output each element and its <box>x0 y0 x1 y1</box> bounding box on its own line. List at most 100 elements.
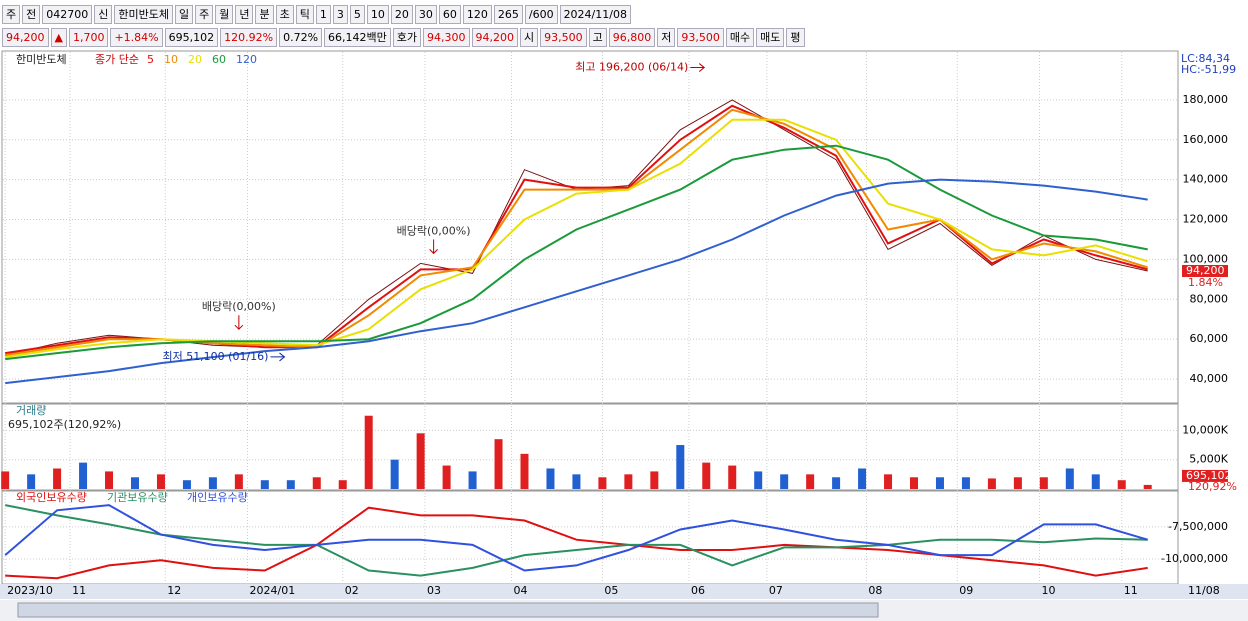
toolbar: 주 전 042700 신 한미반도체 일 주 월 년 분 초 틱 1 3 5 10 20 30 60 120 265/6… <box>2 4 631 25</box>
volume-bar <box>910 477 919 489</box>
x-tick-label: 12 <box>167 584 181 597</box>
volume-bar <box>546 468 555 489</box>
volume-bar <box>1013 477 1022 489</box>
volume-bar <box>105 471 114 489</box>
toolbar-item[interactable]: 1 <box>315 5 331 24</box>
legend-entry: 10 <box>164 53 178 66</box>
y-tick-label: 60,000 <box>1190 332 1229 345</box>
toolbar-item[interactable]: 60 <box>438 5 461 24</box>
lc-hc: LC:84,34 <box>1181 52 1230 65</box>
toolbar-item[interactable]: 전 <box>22 5 41 24</box>
annotation: 최고 196,200 (06/14) <box>575 61 688 74</box>
x-tick-label: 07 <box>769 584 783 597</box>
legend-entry: 60 <box>212 53 226 66</box>
x-tick-label: 11 <box>72 584 86 597</box>
toolbar-item[interactable]: 호가 <box>392 28 422 47</box>
series-line <box>5 178 1148 385</box>
toolbar-item[interactable]: ▲ <box>50 28 67 47</box>
series-line <box>5 504 1148 577</box>
volume-bar <box>312 477 321 489</box>
toolbar-item[interactable]: 일 <box>174 5 194 24</box>
toolbar-item[interactable]: /600 <box>524 5 558 24</box>
y-tick-label: 10,000K <box>1182 423 1228 436</box>
toolbar-item[interactable]: 한미반도체 <box>114 5 173 24</box>
toolbar-item[interactable]: 30 <box>414 5 437 24</box>
price-box <box>1182 264 1228 277</box>
volume-bar <box>27 474 36 489</box>
toolbar-item[interactable]: 695,102 <box>164 28 219 47</box>
toolbar-item[interactable]: 20 <box>390 5 413 24</box>
toolbar-item[interactable]: 분 <box>255 5 274 24</box>
toolbar-item[interactable]: 0.72% <box>279 28 323 47</box>
toolbar-item[interactable]: 평 <box>786 28 805 47</box>
toolbar-item[interactable]: 2024/11/08 <box>559 5 631 24</box>
volume-bar <box>182 480 191 489</box>
toolbar-item[interactable]: 94,200 <box>471 28 519 47</box>
y-tick-label: -7,500,000 <box>1168 520 1228 533</box>
quote-bar: 94,200 ▲ 1,700 +1.84% 695,102 120.92% 0.72% 66,… <box>2 27 805 48</box>
toolbar-item[interactable]: 93,500 <box>540 28 587 47</box>
volume-bar <box>572 474 581 489</box>
volume-bar <box>961 477 970 489</box>
toolbar-item[interactable]: 94,200 <box>2 28 49 47</box>
lc-hc: HC:-51,99 <box>1181 63 1236 76</box>
volume-bar <box>884 474 893 489</box>
volume-bar <box>390 459 399 489</box>
x-axis-band <box>0 584 1248 599</box>
y-tick-label: 160,000 <box>1183 133 1229 146</box>
volume-bar <box>754 471 763 489</box>
toolbar-item[interactable]: 주 <box>195 5 214 24</box>
toolbar-item[interactable]: 저 <box>657 28 676 47</box>
toolbar-item[interactable]: 1,700 <box>68 28 109 47</box>
toolbar-item[interactable]: 매수 <box>725 28 755 47</box>
ratio-label: 120,92% <box>1188 480 1237 493</box>
volume-bar <box>832 477 841 489</box>
toolbar-item[interactable]: 66,142백만 <box>324 28 391 47</box>
x-tick-label: 2023/10 <box>7 584 53 597</box>
volume-bar <box>234 474 243 489</box>
toolbar-item[interactable]: 93,500 <box>677 28 724 47</box>
symbol: 한미반도체 <box>16 53 67 66</box>
series-line <box>5 506 1148 580</box>
volume-bar <box>858 468 867 489</box>
volume-bar <box>806 474 815 489</box>
toolbar-item[interactable]: 3 <box>332 5 348 24</box>
toolbar-item[interactable]: 265 <box>493 5 523 24</box>
volume-bar <box>130 477 139 489</box>
x-tick-label: 03 <box>427 584 441 597</box>
toolbar-item[interactable]: 120.92% <box>220 28 278 47</box>
toolbar-item[interactable]: 고 <box>588 28 607 47</box>
volume-bar <box>935 477 944 489</box>
toolbar-item[interactable]: 042700 <box>42 5 93 24</box>
y-tick-label: 100,000 <box>1183 252 1229 265</box>
volume-bar <box>1065 468 1074 489</box>
toolbar-item[interactable]: 94,300 <box>423 28 470 47</box>
annotation: 최저 51,100 (01/16) <box>162 350 268 363</box>
price-frame <box>1 50 1179 404</box>
annotation: 배당락(0,00%) <box>397 224 471 237</box>
toolbar-item[interactable]: 120 <box>462 5 492 24</box>
toolbar-item[interactable]: 년 <box>235 5 254 24</box>
volume-bar <box>1117 480 1126 489</box>
toolbar-item[interactable]: 월 <box>215 5 234 24</box>
volume-bar <box>416 433 425 489</box>
legend-entry: 개인보유수량 <box>187 491 248 504</box>
legend-prefix: 종가 단순 <box>95 53 139 66</box>
toolbar-item[interactable]: 96,800 <box>608 28 656 47</box>
toolbar-item[interactable]: 시 <box>520 28 539 47</box>
volume-bar <box>650 471 659 489</box>
toolbar-item[interactable]: 신 <box>94 5 113 24</box>
toolbar-item[interactable]: 틱 <box>295 5 314 24</box>
toolbar-item[interactable]: +1.84% <box>110 28 163 47</box>
annotation-arrow <box>429 239 438 255</box>
toolbar-item[interactable]: 초 <box>275 5 294 24</box>
scroll-thumb[interactable] <box>17 602 879 618</box>
volume-bar <box>987 478 996 489</box>
volume-bar <box>53 468 62 489</box>
volume-bar <box>79 462 88 489</box>
toolbar-item[interactable]: 주 <box>2 5 21 24</box>
toolbar-item[interactable]: 매도 <box>756 28 785 47</box>
toolbar-item[interactable]: 5 <box>349 5 365 24</box>
toolbar-item[interactable]: 10 <box>366 5 389 24</box>
